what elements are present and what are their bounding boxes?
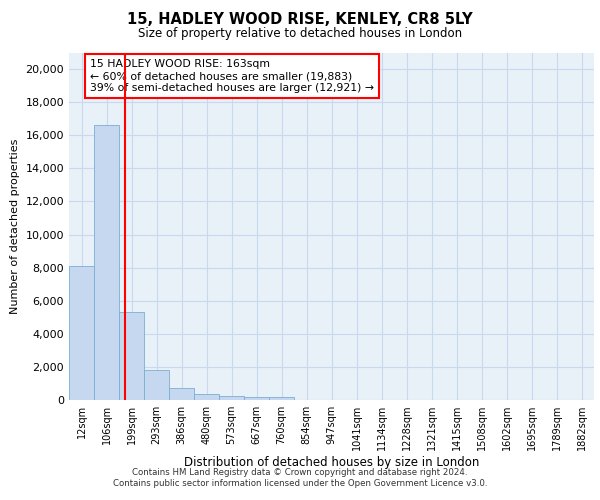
Text: Contains HM Land Registry data © Crown copyright and database right 2024.
Contai: Contains HM Land Registry data © Crown c… bbox=[113, 468, 487, 487]
Bar bbox=[194, 394, 219, 400]
Y-axis label: Number of detached properties: Number of detached properties bbox=[10, 138, 20, 314]
Bar bbox=[244, 396, 269, 400]
Text: Size of property relative to detached houses in London: Size of property relative to detached ho… bbox=[138, 28, 462, 40]
Bar bbox=[169, 388, 194, 400]
Bar bbox=[69, 266, 94, 400]
Text: 15 HADLEY WOOD RISE: 163sqm
← 60% of detached houses are smaller (19,883)
39% of: 15 HADLEY WOOD RISE: 163sqm ← 60% of det… bbox=[90, 60, 374, 92]
Bar bbox=[269, 397, 294, 400]
Bar bbox=[219, 396, 244, 400]
X-axis label: Distribution of detached houses by size in London: Distribution of detached houses by size … bbox=[184, 456, 479, 469]
Bar bbox=[144, 370, 169, 400]
Bar bbox=[119, 312, 144, 400]
Text: 15, HADLEY WOOD RISE, KENLEY, CR8 5LY: 15, HADLEY WOOD RISE, KENLEY, CR8 5LY bbox=[127, 12, 473, 28]
Bar bbox=[94, 126, 119, 400]
